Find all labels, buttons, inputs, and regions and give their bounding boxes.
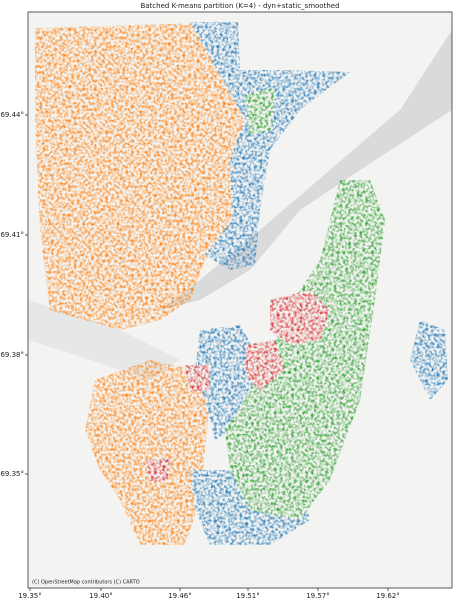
x-tick-label: 19.51° bbox=[236, 592, 260, 600]
x-tick-label: 19.40° bbox=[89, 592, 113, 600]
map-area bbox=[28, 12, 452, 588]
y-tick-label: 69.44° bbox=[0, 111, 24, 119]
y-tick-label: 69.41° bbox=[0, 231, 24, 239]
x-tick-label: 19.46° bbox=[168, 592, 192, 600]
x-tick-label: 19.62° bbox=[376, 592, 400, 600]
y-tick-label: 69.35° bbox=[0, 470, 24, 478]
y-tick-label: 69.38° bbox=[0, 351, 24, 359]
attribution: (C) OpenStreetMap contributors (C) CARTO bbox=[32, 580, 140, 586]
map-title: Batched K-means partition (K=4) - dyn+st… bbox=[140, 2, 339, 10]
map-frame bbox=[27, 11, 453, 589]
axis-ticks: 19.35° 19.40° 19.46° 19.51° 19.57° 19.62° 69.4… bbox=[0, 111, 399, 600]
x-tick-label: 19.57° bbox=[306, 592, 330, 600]
x-tick-label: 19.35° bbox=[18, 592, 42, 600]
